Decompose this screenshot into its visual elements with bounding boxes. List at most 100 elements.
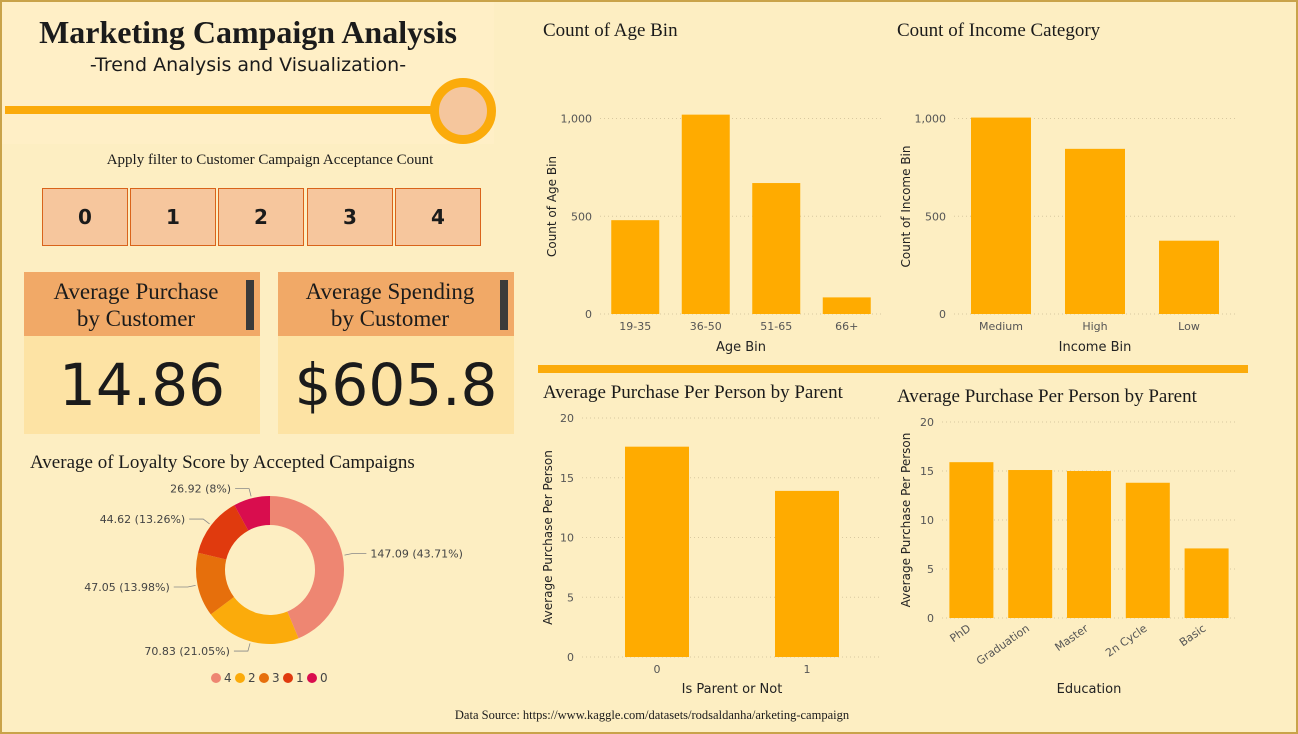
filter-button-2[interactable]: 2 [218,188,304,246]
kpi-purchase-title-line1: Average Purchase [53,279,219,304]
donut-data-label-3: 47.05 (13.98%) [84,581,170,594]
donut-data-label-2: 70.83 (21.05%) [144,645,230,658]
education-bar-2 [1067,471,1111,618]
education-xtick-label-4: Basic [1177,622,1208,649]
page-subtitle: -Trend Analysis and Visualization- [89,54,407,76]
title-decor-line [5,106,445,114]
kpi-purchase-accent-bar [246,280,254,330]
education-bar-1 [1008,470,1053,618]
donut-leader-line-2 [233,643,251,652]
education-y-axis-title: Average Purchase Per Person [899,433,913,608]
age-xtick-label-3: 66+ [835,320,858,333]
donut-data-label-1: 44.62 (13.26%) [100,513,186,526]
income-ytick-label: 1,000 [915,113,947,126]
kpi-purchase-value: 14.86 [24,336,260,434]
kpi-purchase-header: Average Purchase by Customer [24,272,260,336]
legend-label-1: 1 [296,671,304,685]
parent-x-axis-title: Is Parent or Not [682,682,783,697]
filter-label: Apply filter to Customer Campaign Accept… [106,152,434,168]
parent-bar-1 [775,490,839,657]
donut-slice-4 [270,496,345,639]
education-bar-0 [949,462,994,618]
filter-button-1[interactable]: 1 [130,188,216,246]
education-chart-title: Average Purchase Per Person by Parent [897,386,1197,407]
kpi-spending-header: Average Spending by Customer [278,272,514,336]
education-bar-4 [1184,548,1229,618]
age-bar-1 [681,114,730,314]
legend-swatch-1 [283,673,293,683]
age-bar-chart: 0 500 1,000 19-35 36-50 51-65 66+ Age Bin Count … [545,113,882,355]
parent-ytick-label: 10 [560,532,574,545]
age-xtick-label-0: 19-35 [619,320,651,333]
kpi-spending-accent-bar [500,280,508,330]
donut-slice-1 [198,505,249,560]
age-bar-2 [752,183,801,314]
legend-label-3: 3 [272,671,280,685]
income-x-axis-title: Income Bin [1059,340,1132,355]
legend-swatch-2 [235,673,245,683]
filter-button-0[interactable]: 0 [42,188,128,246]
donut-leader-line-1 [189,518,210,525]
income-y-axis-title: Count of Income Bin [899,146,913,268]
income-xtick-label-2: Low [1178,320,1200,333]
income-bar-1 [1065,148,1125,314]
education-xtick-label-2: Master [1052,622,1091,654]
donut-slice-2 [210,596,299,644]
donut-slice-3 [196,552,234,615]
parent-y-axis-title: Average Purchase Per Person [541,450,555,625]
parent-xtick-label-1: 1 [804,663,811,676]
legend-label-4: 4 [224,671,232,685]
parent-xtick-label-0: 0 [654,663,661,676]
education-ytick-label: 10 [920,514,934,527]
legend-swatch-0 [307,673,317,683]
parent-ytick-label: 20 [560,412,574,425]
kpi-purchase-title-line2: by Customer [76,306,196,331]
education-xtick-label-3: 2n Cycle [1103,622,1150,660]
donut-leader-line-0 [235,488,252,497]
parent-chart-title: Average Purchase Per Person by Parent [543,382,843,403]
legend-label-2: 2 [248,671,256,685]
loyalty-chart-title: Average of Loyalty Score by Accepted Cam… [30,452,415,473]
title-panel: Marketing Campaign Analysis -Trend Analy… [2,2,496,144]
education-ytick-label: 5 [927,563,934,576]
donut-leader-line-3 [173,585,196,588]
education-ytick-label: 0 [927,612,934,625]
donut-slice-0 [234,496,270,531]
education-x-axis-title: Education [1057,682,1122,697]
age-ytick-label: 1,000 [561,113,593,126]
parent-ytick-label: 0 [567,651,574,664]
filter-button-4[interactable]: 4 [395,188,481,246]
education-ytick-label: 20 [920,416,934,429]
income-ytick-label: 0 [939,308,946,321]
age-chart-title: Count of Age Bin [543,20,678,41]
donut-data-label-0: 26.92 (8%) [170,483,231,496]
income-xtick-label-0: Medium [979,320,1023,333]
page-title: Marketing Campaign Analysis [39,14,457,50]
income-bar-0 [971,117,1031,315]
legend-swatch-3 [259,673,269,683]
legend-swatch-4 [211,673,221,683]
age-bar-3 [822,297,871,314]
parent-bar-chart: 0 5 10 15 20 0 1 Is Parent or Not Average Purcha… [541,412,882,697]
kpi-spending-title-line1: Average Spending [305,279,475,304]
age-ytick-label: 500 [571,210,592,223]
loyalty-donut-chart: 147.09 (43.71%) 70.83 (21.05%) 47.05 (13.9… [84,483,463,685]
section-divider [538,365,1248,373]
age-y-axis-title: Count of Age Bin [545,156,559,257]
filter-button-3[interactable]: 3 [307,188,393,246]
title-decor-circle [430,78,496,144]
data-source-footer: Data Source: https://www.kaggle.com/data… [454,708,850,722]
education-bar-3 [1125,482,1170,618]
age-x-axis-title: Age Bin [716,340,766,355]
age-bar-0 [611,220,660,314]
age-xtick-label-2: 51-65 [760,320,792,333]
income-bar-chart: 0 500 1,000 Medium High Low Income Bin Count of… [899,113,1236,355]
legend-label-0: 0 [320,671,328,685]
education-xtick-label-1: Graduation [974,622,1032,668]
income-xtick-label-1: High [1082,320,1107,333]
income-bar-2 [1159,240,1219,314]
donut-data-label-4: 147.09 (43.71%) [370,548,463,561]
parent-ytick-label: 15 [560,472,574,485]
parent-ytick-label: 5 [567,591,574,604]
